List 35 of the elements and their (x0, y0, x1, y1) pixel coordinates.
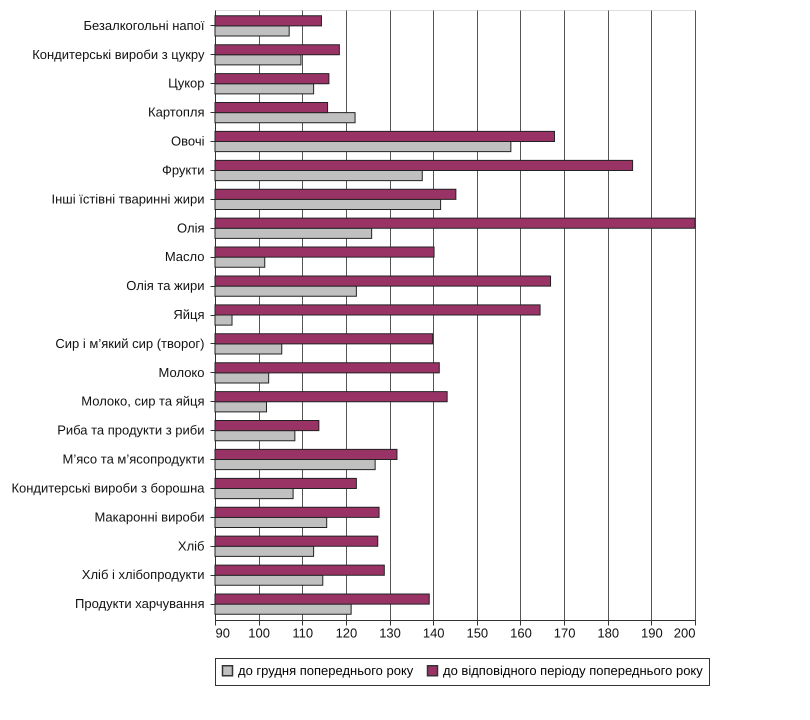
x-tick-label: 180 (597, 626, 620, 640)
legend-label: до грудня попереднього року (238, 662, 414, 678)
x-tick-label: 110 (292, 626, 314, 640)
x-tick-label: 140 (422, 626, 445, 640)
y-tick-label: Цукор (168, 76, 204, 91)
y-tick-label: Олія та жири (126, 278, 204, 294)
y-tick-label: Хліб і хлібопродукти (82, 567, 204, 582)
y-tick-label: Риба та продукти з риби (57, 422, 204, 438)
x-tick-label: 100 (248, 626, 270, 640)
x-tick-label: 130 (379, 626, 401, 640)
y-tick-label: Сир і м’який сир (творог) (55, 336, 204, 351)
y-tick-label: Молоко, сир та яйця (81, 394, 204, 409)
y-tick-label: Масло (164, 249, 204, 264)
x-tick-label: 200 (674, 626, 696, 640)
y-tick-label: Макаронні вироби (94, 509, 204, 524)
y-tick-label: Інші їстівні тваринні жири (51, 191, 204, 206)
y-tick-label: Кондитерські вироби з цукру (32, 46, 205, 62)
x-tick-label: 190 (641, 626, 663, 640)
legend-label: до відповідного періоду попереднього року (443, 662, 704, 678)
y-tick-label: Кондитерські вироби з борошна (11, 480, 206, 496)
y-tick-label: Продукти харчування (75, 596, 204, 612)
y-tick-label: Яйця (173, 307, 204, 322)
x-tick-label: 150 (466, 626, 488, 640)
x-tick-label: 120 (336, 626, 358, 640)
x-tick-label: 160 (510, 626, 532, 640)
x-tick-label: 90 (216, 626, 230, 640)
y-tick-label: Олія (177, 220, 204, 236)
y-tick-label: Картопля (148, 104, 204, 120)
y-tick-label: Хліб (178, 538, 204, 554)
y-tick-label: Безалкогольні напої (83, 18, 205, 33)
x-tick-label: 170 (554, 626, 576, 640)
y-tick-label: Молоко (158, 364, 204, 380)
y-tick-label: Фрукти (162, 162, 204, 178)
y-tick-label: М’ясо та м’ясопродукти (62, 452, 204, 467)
y-tick-label: Овочі (171, 134, 205, 149)
